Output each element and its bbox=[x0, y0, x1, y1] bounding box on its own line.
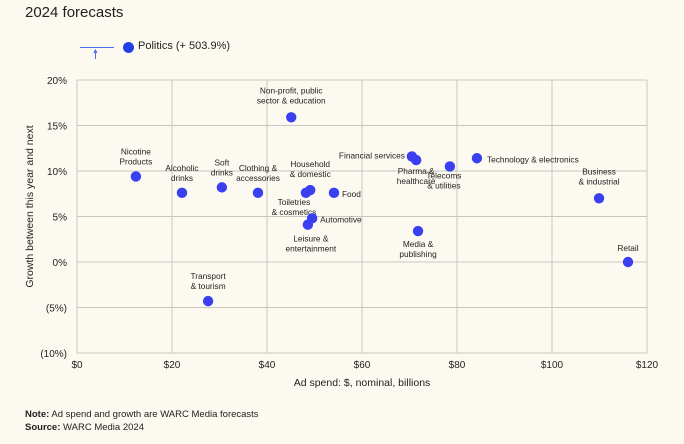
data-label-line: healthcare bbox=[397, 176, 436, 186]
x-tick-label: $80 bbox=[449, 360, 466, 371]
data-point bbox=[622, 256, 634, 268]
source-label: Source: bbox=[25, 422, 61, 433]
data-point bbox=[286, 112, 297, 123]
data-point-label: Food bbox=[342, 189, 361, 199]
x-tick-label: $0 bbox=[71, 360, 83, 371]
source-text: WARC Media 2024 bbox=[60, 422, 144, 433]
y-tick-label: 20% bbox=[47, 76, 67, 87]
data-label-line: Toiletries bbox=[278, 197, 311, 207]
data-point-label: Retail bbox=[617, 243, 638, 253]
y-tick-label: 15% bbox=[47, 122, 67, 133]
data-label-line: Pharma & bbox=[398, 166, 435, 176]
data-label-line: Soft bbox=[214, 157, 229, 167]
data-point bbox=[130, 171, 142, 182]
arrowhead-icon: ▲ bbox=[92, 48, 99, 55]
x-tick-label: $120 bbox=[636, 360, 659, 371]
data-point-label: Clothing & accessories bbox=[236, 163, 280, 183]
data-point-label: Media & publishing bbox=[399, 239, 437, 259]
x-tick-label: $40 bbox=[259, 360, 276, 371]
note-text: Ad spend and growth are WARC Media forec… bbox=[49, 409, 259, 420]
up-arrow-icon bbox=[95, 50, 96, 59]
data-label-line: Media & bbox=[403, 239, 434, 249]
data-label-line: Automotive bbox=[320, 214, 362, 224]
data-label-line: & utilities bbox=[427, 180, 460, 190]
data-point-label: Technology & electronics bbox=[487, 154, 579, 164]
data-point bbox=[444, 161, 456, 172]
y-tick-label: 5% bbox=[53, 213, 68, 224]
data-point bbox=[471, 153, 483, 164]
x-tick-label: $20 bbox=[164, 360, 181, 371]
data-point bbox=[302, 219, 314, 230]
data-label-line: & domestic bbox=[290, 169, 331, 179]
data-label-line: Telecoms bbox=[426, 170, 461, 180]
data-point bbox=[252, 187, 264, 199]
x-axis-label: Ad spend: $, nominal, billions bbox=[294, 377, 431, 389]
data-point-label: Nicotine Products bbox=[120, 146, 153, 166]
data-label-line: drinks bbox=[211, 167, 233, 177]
data-label-line: drinks bbox=[171, 173, 193, 183]
data-point-label: Pharma & healthcare bbox=[397, 166, 436, 186]
data-point bbox=[593, 193, 605, 204]
y-tick-label: (10%) bbox=[40, 349, 67, 360]
legend: ▲ Politics (+ 503.9%) bbox=[80, 40, 280, 64]
x-tick-label: $60 bbox=[354, 360, 371, 371]
data-point-label: Automotive bbox=[320, 214, 362, 224]
data-point-label: Toiletries & cosmetics bbox=[272, 197, 317, 217]
data-label-line: accessories bbox=[236, 173, 280, 183]
data-label-line: Alcoholic bbox=[165, 163, 198, 173]
footnote: Note: Ad spend and growth are WARC Media… bbox=[25, 409, 259, 420]
data-label-line: & industrial bbox=[579, 176, 620, 186]
data-point bbox=[410, 154, 422, 166]
legend-label: Politics (+ 503.9%) bbox=[138, 40, 231, 52]
data-point-label: Alcoholic drinks bbox=[165, 163, 198, 183]
y-axis-label: Growth between this year and next bbox=[24, 125, 36, 287]
y-tick-label: 0% bbox=[53, 258, 68, 269]
data-point-label: Business & industrial bbox=[579, 166, 620, 186]
note-label: Note: bbox=[25, 409, 50, 420]
legend-marker bbox=[123, 42, 134, 53]
y-tick-label: 10% bbox=[47, 167, 67, 178]
data-label-line: Food bbox=[342, 189, 361, 199]
data-label-line: entertainment bbox=[285, 244, 336, 254]
data-label-line: Business bbox=[582, 166, 616, 176]
data-point-label: Telecoms & utilities bbox=[426, 170, 461, 190]
data-label-line: & tourism bbox=[191, 281, 226, 291]
legend-reference-line bbox=[80, 47, 114, 48]
data-label-line: Non-profit, public bbox=[260, 85, 323, 95]
data-point bbox=[412, 225, 424, 237]
data-label-line: & cosmetics bbox=[272, 207, 317, 217]
data-point-label: Soft drinks bbox=[211, 157, 233, 177]
data-point bbox=[328, 187, 340, 199]
data-label-line: Products bbox=[120, 156, 153, 166]
data-label-line: Financial services bbox=[339, 150, 405, 160]
data-point bbox=[202, 295, 214, 307]
data-point-label: Non-profit, public sector & education bbox=[257, 85, 326, 105]
data-point-label: Transport & tourism bbox=[190, 271, 226, 291]
data-label-line: sector & education bbox=[257, 95, 326, 105]
data-point bbox=[305, 184, 316, 196]
data-label-line: publishing bbox=[399, 249, 437, 259]
source: Source: WARC Media 2024 bbox=[25, 422, 144, 433]
data-label-line: Retail bbox=[617, 243, 638, 253]
data-point bbox=[216, 182, 228, 193]
data-point-label: Financial services bbox=[339, 150, 405, 160]
data-label-line: Leisure & bbox=[293, 234, 329, 244]
data-label-line: Transport bbox=[190, 271, 226, 281]
data-label-line: Household bbox=[290, 159, 330, 169]
data-label-line: Nicotine bbox=[121, 146, 151, 156]
chart-title: 2024 forecasts bbox=[25, 4, 124, 21]
x-tick-label: $100 bbox=[541, 360, 564, 371]
data-point bbox=[176, 187, 188, 199]
data-point-label: Household & domestic bbox=[290, 159, 331, 179]
y-tick-label: (5%) bbox=[46, 304, 67, 315]
data-point-label: Leisure & entertainment bbox=[285, 234, 336, 254]
data-label-line: Technology & electronics bbox=[487, 154, 579, 164]
data-label-line: Clothing & bbox=[239, 163, 278, 173]
